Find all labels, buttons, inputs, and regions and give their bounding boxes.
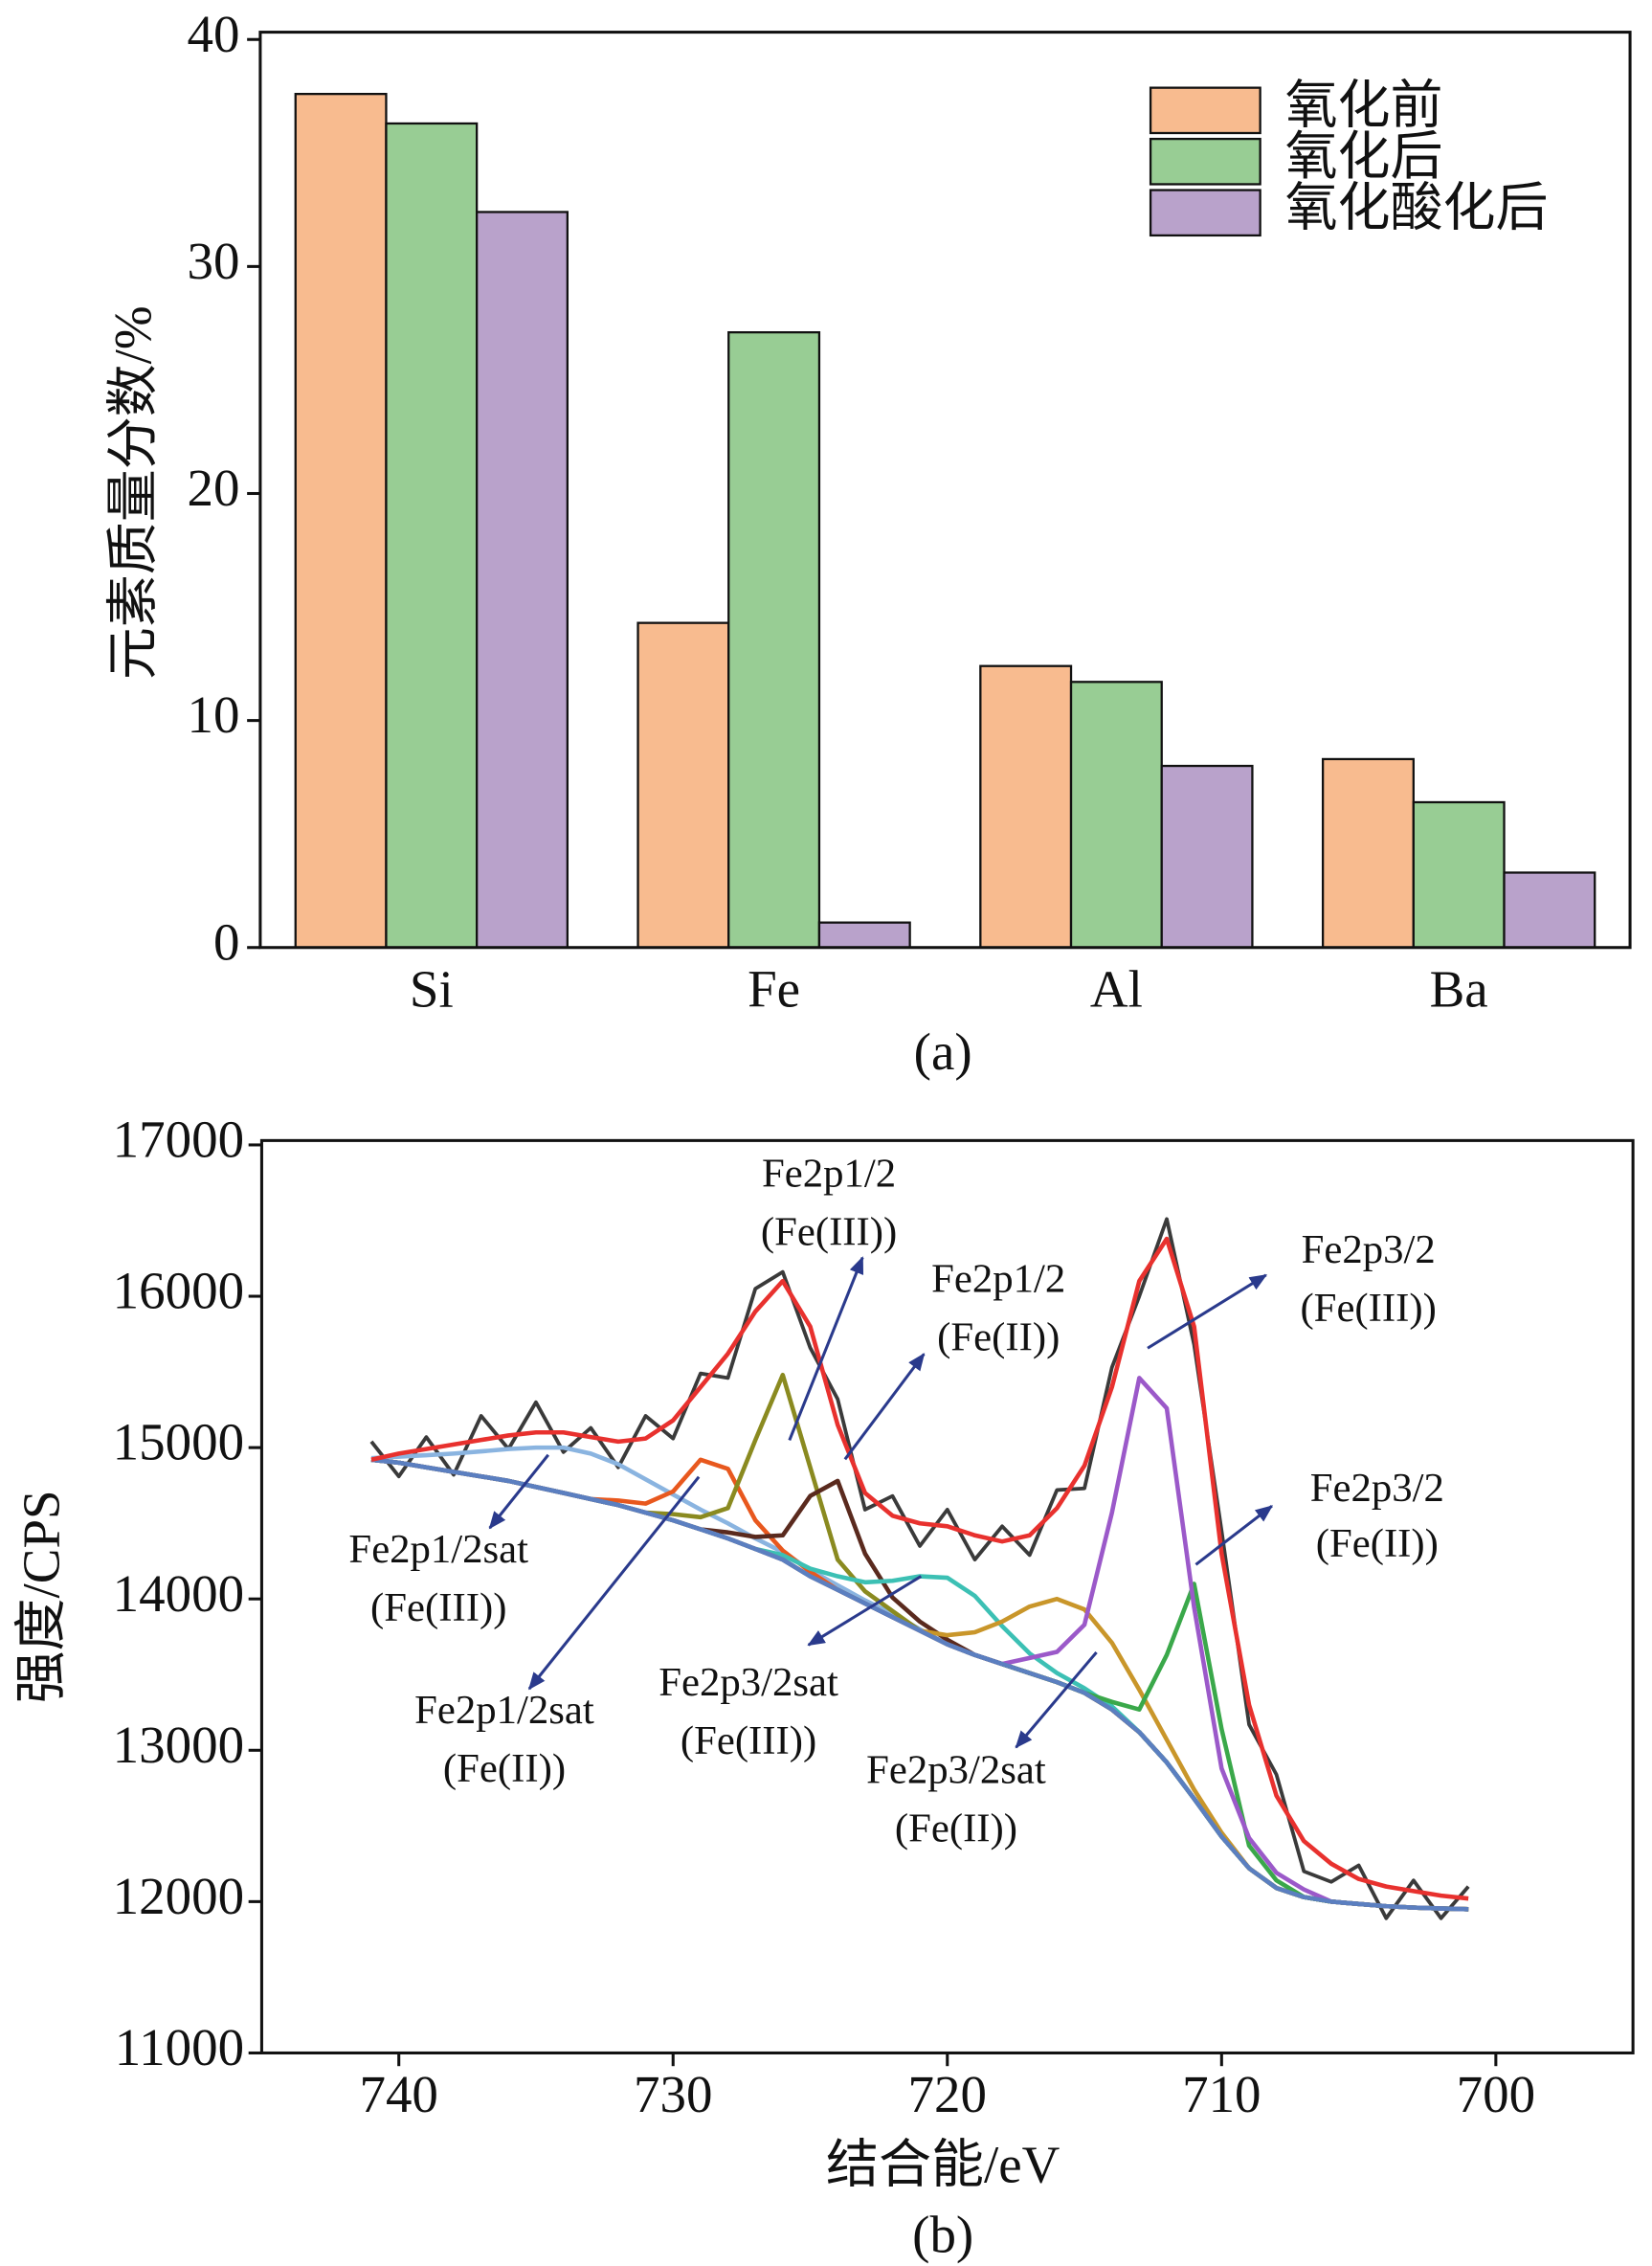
bar: [475, 211, 569, 949]
y-tick-label: 15000: [113, 1413, 244, 1471]
legend-swatch: [1149, 137, 1261, 186]
annotation: Fe2p1/2: [762, 1151, 896, 1196]
bar: [385, 122, 479, 949]
caption: (b): [912, 2206, 973, 2264]
x-tick-label: Si: [410, 959, 454, 1018]
x-tick-label: Ba: [1430, 959, 1488, 1018]
annotation: (Fe(II)): [895, 1806, 1017, 1851]
y-tick-label: 17000: [113, 1111, 244, 1169]
annotation: Fe2p3/2: [1302, 1227, 1436, 1272]
x-tick-label: Al: [1090, 959, 1143, 1018]
x-tick-label: 700: [1457, 2065, 1535, 2123]
annotation: Fe2p3/2: [1310, 1466, 1444, 1511]
annotation: (Fe(II)): [1316, 1521, 1439, 1566]
annotation: (Fe(III)): [761, 1209, 897, 1254]
annotation: (Fe(II)): [937, 1314, 1060, 1359]
annotation: (Fe(II)): [443, 1746, 566, 1791]
annotation: Fe2p3/2sat: [866, 1748, 1046, 1793]
y-tick-label: 13000: [113, 1716, 244, 1774]
annotation: (Fe(III)): [370, 1585, 506, 1630]
arrow: [788, 1256, 864, 1442]
x-axis-label: 结合能/eV: [826, 2135, 1060, 2193]
plot-frame: [259, 1138, 1635, 2054]
y-tick-label: 20: [188, 459, 240, 517]
x-tick-label: 740: [359, 2065, 437, 2123]
legend-label: 氧化后: [1285, 127, 1443, 186]
arrow: [488, 1453, 549, 1530]
annotation: (Fe(III)): [681, 1718, 816, 1763]
bar: [1503, 871, 1596, 949]
bar: [294, 93, 388, 949]
bar: [1069, 681, 1163, 949]
x-tick-label: 730: [634, 2065, 712, 2123]
y-tick-label: 10: [188, 685, 240, 744]
arrow: [527, 1475, 701, 1691]
annotation: Fe2p1/2sat: [414, 1688, 594, 1733]
y-axis-label: 强度/CPS: [12, 1490, 71, 1703]
y-tick-label: 40: [188, 5, 240, 63]
plot-frame: [258, 31, 1632, 950]
legend-swatch: [1149, 86, 1261, 135]
legend-label: 氧化前: [1285, 77, 1443, 135]
x-tick-label: Fe: [748, 959, 800, 1018]
y-tick-label: 30: [188, 232, 240, 290]
arrow: [1015, 1650, 1098, 1749]
bar: [1412, 800, 1506, 949]
annotation: Fe2p1/2: [931, 1256, 1065, 1301]
y-tick-label: 12000: [113, 1867, 244, 1925]
x-tick-label: 710: [1182, 2065, 1261, 2123]
y-tick-label: 0: [213, 912, 239, 971]
data-line: [370, 1236, 1469, 1901]
bar: [1321, 757, 1415, 949]
y-tick-label: 14000: [113, 1564, 244, 1623]
legend-label: 氧化酸化后: [1285, 179, 1549, 237]
bar: [979, 664, 1073, 949]
arrow: [807, 1575, 923, 1647]
annotation: (Fe(III)): [1300, 1286, 1436, 1331]
x-tick-label: 720: [908, 2065, 987, 2123]
annotation: Fe2p1/2sat: [348, 1527, 528, 1572]
arrow: [1147, 1273, 1268, 1350]
caption: (a): [914, 1022, 972, 1081]
bar: [817, 921, 911, 949]
arrow: [843, 1353, 926, 1461]
bar: [636, 621, 730, 949]
y-axis-label: 元素质量分数/%: [104, 305, 163, 680]
y-tick-label: 11000: [115, 2018, 244, 2076]
data-line: [370, 1457, 1469, 1912]
y-tick-label: 16000: [113, 1262, 244, 1320]
bar: [1160, 764, 1254, 949]
bar: [727, 330, 821, 949]
arrow: [1194, 1505, 1274, 1566]
legend-swatch: [1149, 189, 1261, 237]
annotation: Fe2p3/2sat: [659, 1660, 838, 1705]
